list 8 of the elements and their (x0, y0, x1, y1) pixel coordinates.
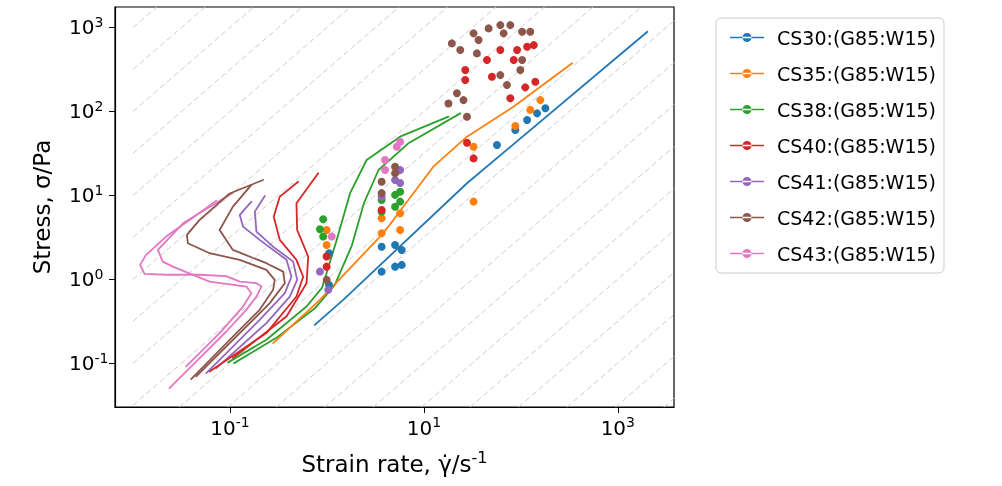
legend-label: CS40:(G85:W15) (777, 134, 936, 157)
legend-label: CS30:(G85:W15) (777, 26, 936, 49)
legend-label: CS38:(G85:W15) (777, 98, 936, 121)
legend-label: CS42:(G85:W15) (777, 206, 936, 229)
legend-label: CS43:(G85:W15) (777, 242, 936, 265)
legend-label: CS41:(G85:W15) (777, 170, 936, 193)
legend-label: CS35:(G85:W15) (777, 62, 936, 85)
y-axis-title: Stress, σ/Pa (28, 139, 55, 275)
